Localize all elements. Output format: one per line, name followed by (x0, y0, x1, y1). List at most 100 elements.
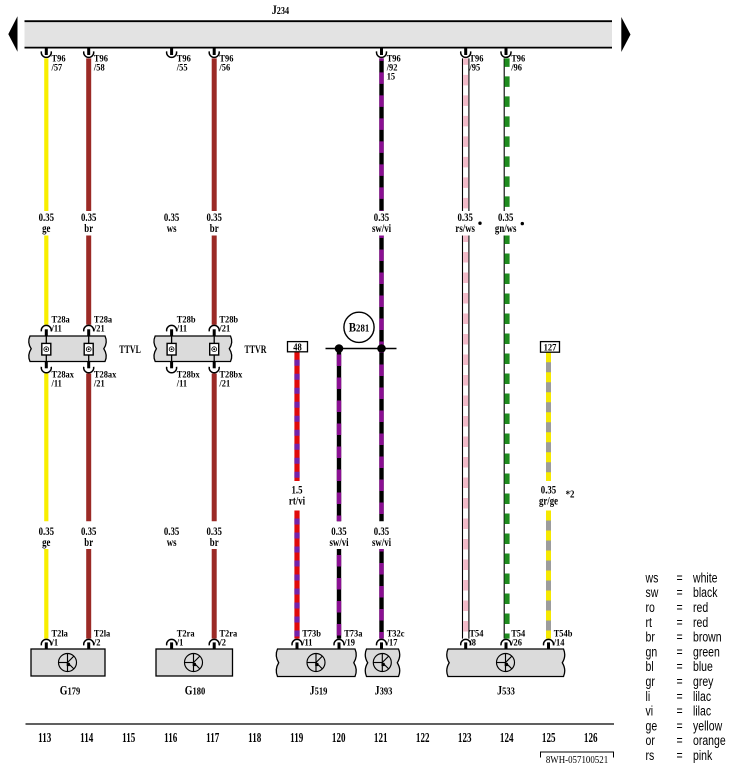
svg-text:118: 118 (248, 732, 261, 746)
svg-text:T54: T54 (511, 628, 525, 639)
svg-text:J533: J533 (497, 685, 515, 698)
svg-text:=: = (677, 614, 683, 630)
svg-text:/55: /55 (176, 62, 188, 73)
svg-text:or: or (646, 733, 655, 749)
svg-text:G180: G180 (185, 685, 206, 698)
svg-text:/26: /26 (510, 637, 522, 648)
svg-text:0.35: 0.35 (39, 526, 54, 538)
svg-text:/58: /58 (93, 62, 105, 73)
svg-text:116: 116 (164, 732, 177, 746)
svg-text:0.35: 0.35 (164, 212, 179, 224)
svg-text:/2: /2 (93, 637, 101, 648)
svg-text:black: black (693, 585, 718, 601)
svg-text:8WH-057100521: 8WH-057100521 (546, 754, 608, 766)
svg-text:/92: /92 (386, 62, 398, 73)
svg-text:G179: G179 (60, 685, 81, 698)
svg-text:48: 48 (293, 343, 302, 354)
svg-text:0.35: 0.35 (498, 212, 513, 224)
svg-text:0.35: 0.35 (81, 212, 96, 224)
svg-text:114: 114 (80, 732, 93, 746)
svg-text:T96: T96 (177, 53, 191, 64)
svg-text:/1: /1 (51, 637, 59, 648)
svg-text:red: red (693, 600, 708, 616)
svg-text:ws: ws (645, 570, 659, 586)
svg-text:blue: blue (693, 659, 713, 675)
svg-text:/17: /17 (386, 637, 398, 648)
svg-text:/11: /11 (176, 378, 188, 389)
svg-text:/14: /14 (553, 637, 565, 648)
svg-text:J519: J519 (310, 685, 328, 698)
svg-text:=: = (677, 718, 683, 734)
svg-text:br: br (210, 223, 219, 235)
svg-text:T2ra: T2ra (219, 628, 237, 639)
svg-text:T28a: T28a (94, 314, 113, 325)
svg-text:123: 123 (458, 732, 472, 746)
svg-text:T96: T96 (469, 53, 483, 64)
svg-text:=: = (677, 703, 683, 719)
svg-text:orange: orange (693, 733, 726, 749)
svg-text:/11: /11 (51, 323, 63, 334)
svg-text:lilac: lilac (693, 703, 711, 719)
svg-text:/21: /21 (93, 323, 105, 334)
svg-text:T96: T96 (387, 53, 401, 64)
svg-text:=: = (677, 659, 683, 675)
svg-text:/96: /96 (510, 62, 522, 73)
svg-text:/21: /21 (218, 378, 230, 389)
svg-text:TTVR: TTVR (245, 343, 267, 356)
svg-text:/56: /56 (218, 62, 230, 73)
svg-text:T2ra: T2ra (177, 628, 195, 639)
svg-text:117: 117 (206, 732, 219, 746)
svg-text:126: 126 (584, 732, 598, 746)
svg-text:brown: brown (693, 629, 722, 645)
svg-text:gn: gn (646, 644, 658, 660)
svg-text:0.35: 0.35 (541, 484, 556, 496)
svg-text:=: = (677, 644, 683, 660)
svg-text:ro: ro (646, 600, 655, 616)
svg-text:0.35: 0.35 (374, 212, 389, 224)
svg-text:J234: J234 (272, 3, 290, 17)
svg-text:0.35: 0.35 (81, 526, 96, 538)
svg-text:T28ax: T28ax (52, 369, 75, 380)
svg-text:0.35: 0.35 (164, 526, 179, 538)
svg-text:ws: ws (167, 537, 177, 549)
svg-text:=: = (677, 688, 683, 704)
svg-text:gr/ge: gr/ge (539, 495, 559, 507)
svg-text:pink: pink (693, 748, 713, 764)
svg-text:br: br (84, 223, 93, 235)
svg-text:/1: /1 (176, 637, 184, 648)
svg-text:/19: /19 (343, 637, 355, 648)
svg-text:lilac: lilac (693, 688, 711, 704)
svg-text:/57: /57 (51, 62, 63, 73)
svg-text:120: 120 (332, 732, 346, 746)
svg-text:rt: rt (646, 614, 653, 630)
svg-text:=: = (677, 674, 683, 690)
svg-text:/95: /95 (468, 62, 480, 73)
svg-text:rs: rs (646, 748, 655, 764)
svg-text:gr: gr (646, 674, 655, 690)
svg-text:ge: ge (42, 223, 51, 235)
svg-text:0.35: 0.35 (206, 526, 221, 538)
svg-text:115: 115 (122, 732, 135, 746)
svg-text:rs/ws: rs/ws (455, 223, 475, 235)
svg-text:sw/vi: sw/vi (329, 537, 348, 549)
svg-text:/11: /11 (301, 637, 313, 648)
svg-text:=: = (677, 600, 683, 616)
svg-text:T96: T96 (219, 53, 233, 64)
svg-text:121: 121 (374, 732, 388, 746)
svg-text:vi: vi (646, 703, 654, 719)
svg-text:=: = (677, 585, 683, 601)
svg-text:ws: ws (167, 223, 177, 235)
svg-text:sw: sw (646, 585, 659, 601)
svg-text:yellow: yellow (693, 718, 722, 734)
svg-text:1.5: 1.5 (291, 484, 302, 496)
svg-text:sw/vi: sw/vi (372, 537, 391, 549)
svg-text:li: li (646, 688, 651, 704)
svg-text:*2: *2 (566, 489, 575, 501)
svg-text:T2la: T2la (52, 628, 69, 639)
svg-text:TTVL: TTVL (119, 343, 141, 356)
svg-text:T28a: T28a (52, 314, 71, 325)
svg-text:=: = (677, 733, 683, 749)
svg-text:green: green (693, 644, 720, 660)
svg-text:127: 127 (544, 342, 557, 353)
svg-text:br: br (646, 629, 655, 645)
